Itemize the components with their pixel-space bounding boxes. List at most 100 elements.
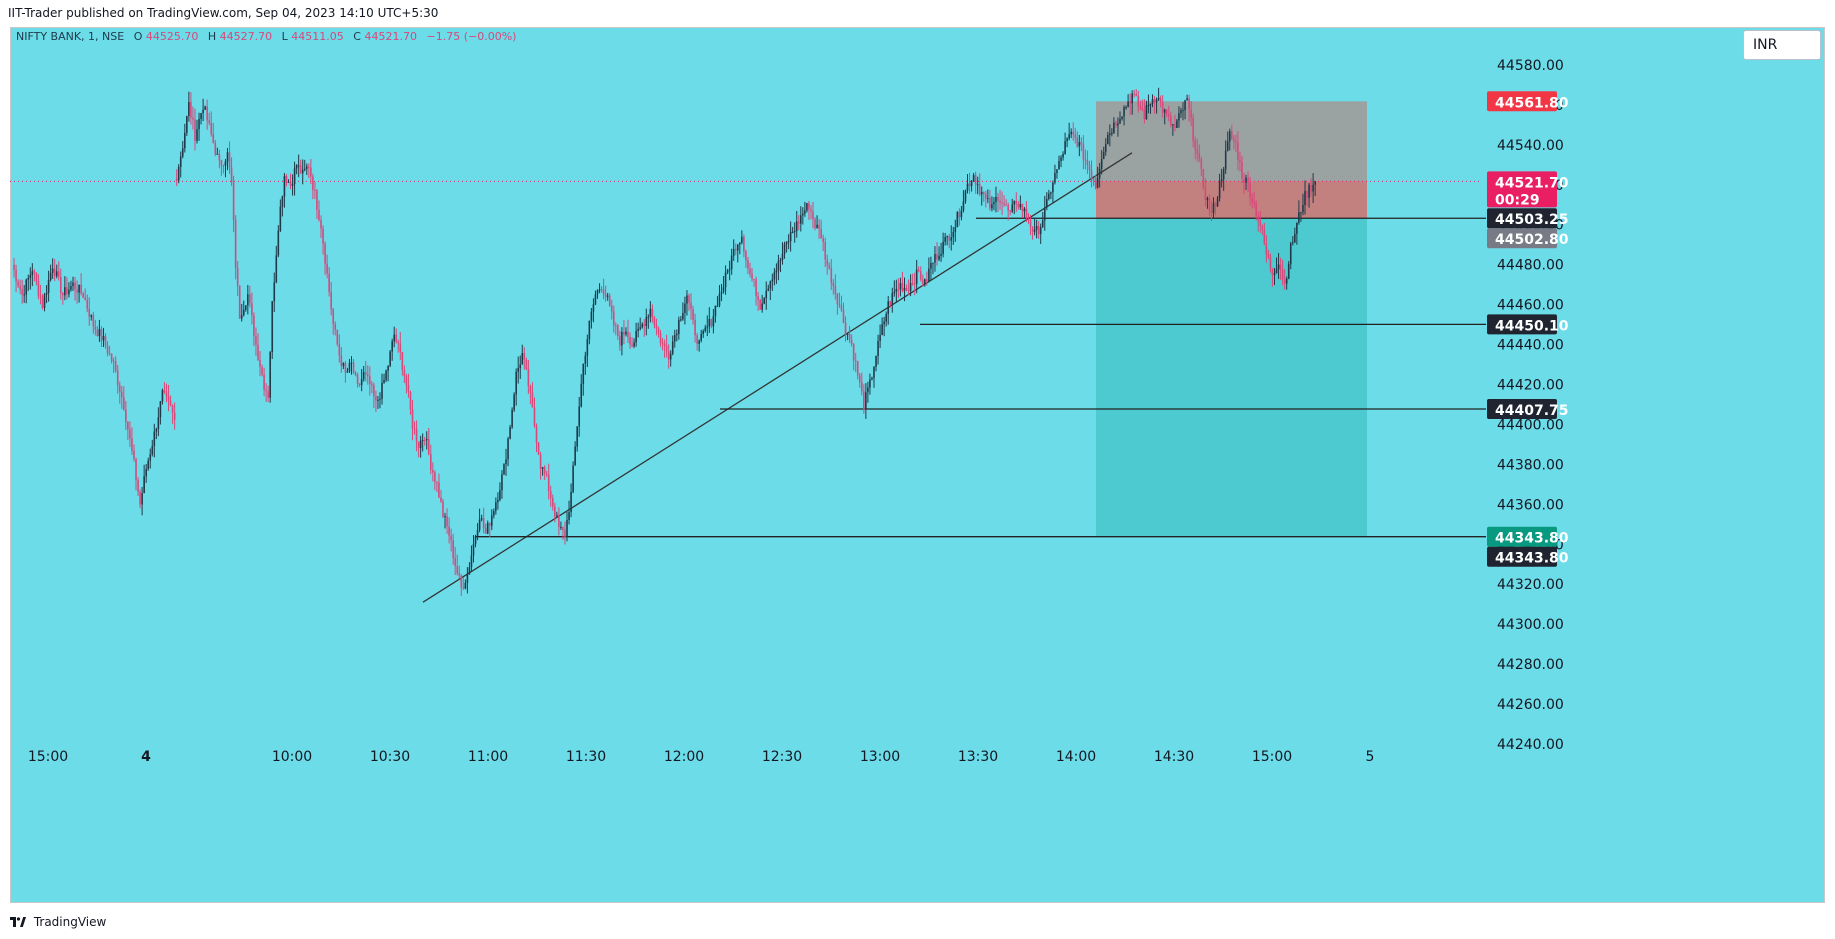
risk-fill-zone[interactable] [1096,181,1367,219]
currency-selector[interactable]: INR [1743,30,1821,60]
candle [645,308,648,336]
candle [934,246,936,272]
candle [944,232,946,246]
candle [450,528,452,552]
candle [647,314,650,329]
candle-body [911,283,914,285]
candle-body [1218,181,1221,199]
candle-body [318,209,320,220]
candle [909,274,912,297]
candle [980,186,983,206]
candle-body [474,536,477,545]
candle-body [120,391,123,398]
candle-body [59,277,62,294]
candle [1119,111,1121,124]
candle [31,263,34,287]
candle-body [1037,226,1040,235]
candle [545,470,548,478]
candle-body [244,305,247,310]
candle-body [1285,278,1288,284]
candle [653,316,656,329]
take-profit-zone[interactable] [1096,218,1367,537]
candle [324,241,326,275]
candle-body [832,283,835,286]
candle-body [1216,198,1219,207]
time-axis[interactable]: 15:00 4 10:00 10:30 11:00 11:30 12:00 12:30 13:0… [28,749,1375,765]
candle [1082,135,1085,170]
candle-body [369,376,371,384]
candle [468,562,471,575]
drawing-lines[interactable] [422,152,1486,603]
candle-body [972,175,975,182]
candle-body [688,295,690,303]
candle-body [214,142,217,155]
gray-price-tag-text: 44502.80 [1495,232,1569,248]
x-tick-label: 10:30 [370,749,410,765]
candle-body [297,165,300,167]
candle [1021,203,1024,218]
candle [493,508,495,519]
candle [1088,160,1091,179]
candle [956,211,959,228]
candle-body [299,165,302,174]
candle [1054,164,1056,185]
candle [19,279,21,295]
candle [767,284,770,292]
candle [265,383,267,402]
candle-body [503,464,505,475]
candle-body [787,241,790,243]
candle-body [1127,101,1129,107]
candle [267,385,269,403]
x-tick-label: 11:00 [468,749,508,765]
target-close-tag-text: 44343.80 [1495,551,1569,567]
candle [454,546,456,575]
candle [188,91,190,122]
stop-loss-zone[interactable] [1096,101,1367,182]
candle-body [291,184,294,186]
candle [312,173,314,200]
candle [1255,200,1257,221]
candle-body [497,499,499,503]
candle-body [881,324,883,335]
candle [1098,162,1101,188]
candle-body [877,341,879,356]
candle-body [997,196,999,201]
candle [389,350,391,368]
candle [397,339,400,353]
candle [1027,213,1030,224]
candle-body [181,148,184,157]
candle [1257,211,1260,232]
candle-body [360,379,363,385]
candle-body [346,371,349,373]
candle-body [822,238,824,242]
candle-body [928,268,930,282]
candle-body [775,270,778,273]
candle [621,327,623,356]
candle-body [537,442,540,455]
candle-body [1058,161,1060,170]
candle-body [324,243,326,264]
candle [515,368,517,406]
candle [551,494,554,511]
candle [1176,118,1178,129]
candle [358,383,361,388]
candle-body [598,289,601,291]
tradingview-footer[interactable]: TradingView [10,911,106,933]
candle [232,175,235,233]
trend-line[interactable] [422,152,1133,603]
candle [860,372,863,396]
candle [448,517,450,544]
candle-body [942,241,944,254]
candle-body [657,328,660,334]
candle [1194,136,1197,160]
candle [781,242,784,265]
candle-body [482,518,485,529]
candle [78,284,80,303]
candle-body [316,190,318,210]
currency-label[interactable]: INR [1753,37,1778,53]
position-zones[interactable] [10,101,1480,537]
price-chart[interactable]: 44240.00 44260.00 44280.00 44300.00 44320.00… [10,27,1825,903]
candle-body [310,167,312,177]
candle [982,191,985,202]
footer-brand[interactable]: TradingView [33,915,107,929]
